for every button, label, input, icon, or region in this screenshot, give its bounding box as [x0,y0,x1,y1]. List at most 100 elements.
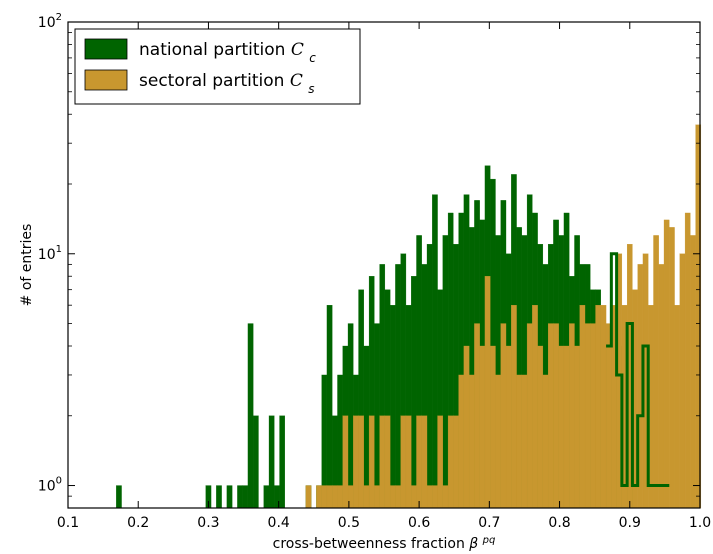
legend-label-sectoral-subscript: s [308,82,314,96]
series-1-bar [384,415,391,509]
legend-label-national-subscript: c [309,51,316,65]
x-axis-label: cross-betweenness fraction β pq [273,535,496,553]
series-1-bar [479,345,486,509]
series-0-bar [279,415,285,509]
y-tick-label: 102 [38,12,62,31]
series-1-bar [579,305,586,509]
series-1-bar [516,374,522,509]
series-0-bar [326,305,333,509]
x-tick-label: 0.6 [408,515,430,531]
series-1-bar [658,264,665,509]
series-1 [305,124,702,509]
series-1-bar [605,323,612,509]
series-1-bar [653,235,659,509]
series-1-bar [453,415,459,509]
x-tick-label: 0.5 [338,515,360,531]
legend-swatch-sectoral [84,69,128,91]
series-1-bar [669,227,675,509]
series-0-bar [432,194,438,509]
series-1-bar [389,485,396,509]
series-1-bar [395,485,401,509]
series-1-bar [379,415,386,509]
series-1-bar [442,485,449,509]
series-1-bar [495,374,501,509]
series-0-bar [426,244,433,509]
series-0-bar [395,264,401,509]
series-0-bar [242,485,249,509]
series-1-bar [374,485,380,509]
series-0-bar [226,485,233,509]
series-0-bar [363,345,370,509]
series-1-bar [537,345,544,509]
series-1-bar [690,235,696,509]
legend: national partition C c sectoral partitio… [74,28,361,105]
series-1-bar [368,415,375,509]
series-1-bar [569,323,575,509]
series-2-step-line [606,252,670,488]
series-0-bar [374,323,380,509]
x-axis-label-superscript: pq [482,535,496,546]
x-tick-label: 1.0 [689,515,711,531]
series-1-bar [511,305,517,509]
series-1-bar [342,415,349,509]
series-1-bar [595,305,601,509]
series-1-bar [305,485,312,509]
series-1-bar [468,374,475,509]
series-1-bar [416,415,422,509]
series-1-bar [679,253,686,509]
series-1-bar [532,305,538,509]
legend-label-national-text: national partition [139,40,285,60]
series-1-bar [474,323,480,509]
series-1-bar [337,485,343,509]
series-1-bar [542,374,549,509]
x-tick-label: 0.7 [478,515,500,531]
legend-swatch-national [84,38,128,60]
series-1-bar [411,485,417,509]
x-tick-label: 0.3 [197,515,219,531]
series-0-bar [247,323,254,509]
series-1-bar [405,415,412,509]
x-tick-label: 0.8 [548,515,570,531]
series-1-bar [684,212,691,509]
series-0-bar [268,415,275,509]
series-1-bar [363,485,370,509]
series-0-bar [347,323,354,509]
y-axis-label: # of entries [19,224,35,307]
legend-label-national-symbol: C [291,40,304,60]
legend-label-national: national partition C c [139,40,316,65]
series-1-bar [353,415,359,509]
legend-label-sectoral: sectoral partition C s [139,71,315,96]
tick-label-layer: 0.1 0.2 0.3 0.4 0.5 0.6 0.7 0.8 0.9 1.0 100 101 102 [38,12,711,531]
series-0-bar [389,305,396,509]
series-1-bar [326,485,333,509]
series-1-bar [421,415,428,509]
series-0-bar [411,276,417,509]
x-axis-label-text: cross-betweenness fraction [273,536,465,552]
series-1-bar [663,219,670,509]
series-1-bar [316,485,322,509]
x-tick-label: 0.1 [57,515,79,531]
series-1-bar [590,323,596,509]
tick-layer [67,21,701,509]
x-tick-label: 0.9 [619,515,641,531]
series-2 [606,252,670,488]
series-1-bar [563,345,570,509]
series-1-bar [526,323,533,509]
series-1-bar [332,485,338,509]
x-axis-label-symbol: β [468,536,478,552]
series-1-bar [358,415,364,509]
series-0-bar [442,235,449,509]
y-tick-label: 100 [38,476,62,495]
series-layer [116,124,702,509]
x-tick-label: 0.2 [127,515,149,531]
series-1-bar [484,276,491,509]
series-0-bar [216,485,222,509]
series-1-bar [432,485,438,509]
series-1-bar [553,323,559,509]
series-1-bar [505,345,512,509]
series-1-bar [400,415,407,509]
series-1-bar [558,345,565,509]
series-1-bar [490,345,496,509]
